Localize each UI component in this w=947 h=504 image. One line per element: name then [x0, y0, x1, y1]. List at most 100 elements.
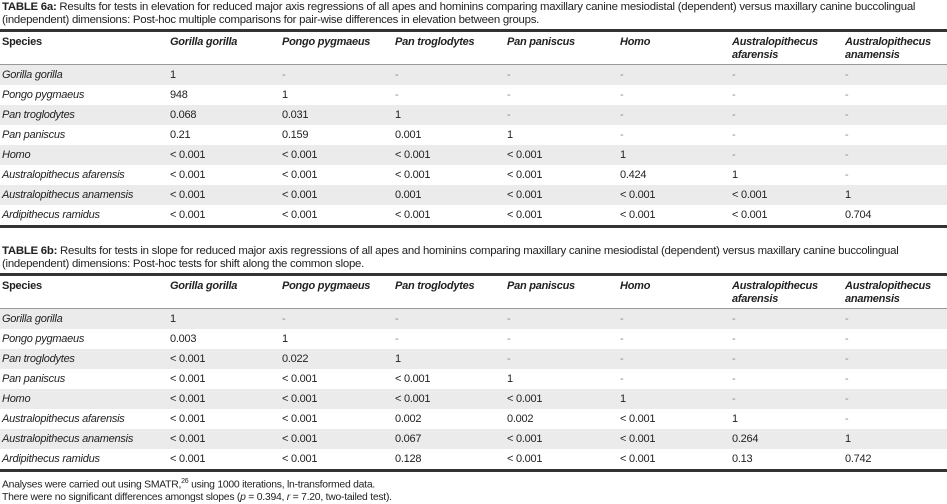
row-species: Gorilla gorilla — [0, 64, 168, 85]
cell-value: 1 — [843, 185, 947, 205]
cell-value: - — [845, 129, 849, 141]
reference-superscript: 26 — [181, 478, 189, 485]
cell-value: - — [843, 145, 947, 165]
cell-value: 0.742 — [845, 453, 872, 465]
cell-value: < 0.001 — [505, 185, 618, 205]
column-header: Gorilla gorilla — [168, 30, 280, 65]
cell-value: < 0.001 — [168, 389, 280, 409]
footnote-2: There were no significant differences am… — [2, 491, 945, 504]
cell-value: - — [620, 129, 624, 141]
row-species: Australopithecus anamensis — [0, 185, 168, 205]
cell-value: - — [730, 308, 843, 329]
cell-value: 1 — [732, 169, 738, 181]
cell-value: - — [730, 389, 843, 409]
r-symbol: r — [286, 492, 290, 504]
cell-value: < 0.001 — [280, 429, 393, 449]
table-row: Pan paniscus < 0.001 < 0.001 < 0.001 1 - - - — [0, 369, 947, 389]
cell-value: < 0.001 — [280, 185, 393, 205]
column-header: Species — [0, 274, 168, 309]
column-header: Species — [0, 30, 168, 65]
column-header: Pongo pygmaeus — [280, 30, 393, 65]
cell-value: - — [843, 389, 947, 409]
header-row: Species Gorilla gorilla Pongo pygmaeus Pan … — [0, 30, 947, 65]
column-header: Australopithecus anamensis — [843, 274, 947, 309]
cell-value: 0.424 — [620, 169, 647, 181]
row-species: Pongo pygmaeus — [2, 89, 85, 101]
cell-value: < 0.001 — [168, 185, 280, 205]
cell-value: - — [395, 333, 399, 345]
cell-value: - — [620, 89, 624, 101]
footnote-text: = 7.20, two-tailed test). — [290, 492, 392, 504]
cell-value: < 0.001 — [507, 169, 543, 181]
cell-value: 0.001 — [393, 185, 505, 205]
cell-value: < 0.001 — [282, 169, 318, 181]
cell-value: 0.001 — [395, 129, 422, 141]
cell-value: < 0.001 — [618, 429, 730, 449]
table-row: Australopithecus afarensis < 0.001 < 0.001… — [0, 165, 947, 185]
cell-value: 0.159 — [282, 129, 309, 141]
cell-value: - — [618, 105, 730, 125]
cell-value: - — [843, 105, 947, 125]
cell-value: - — [730, 349, 843, 369]
cell-value: 1 — [618, 389, 730, 409]
row-species: Australopithecus afarensis — [2, 169, 125, 181]
cell-value: 1 — [507, 129, 513, 141]
cell-value: 1 — [168, 64, 280, 85]
header-row: Species Gorilla gorilla Pongo pygmaeus Pan … — [0, 274, 947, 309]
cell-value: - — [845, 373, 849, 385]
row-species: Pan paniscus — [2, 129, 66, 141]
footnote-1: Analyses were carried out using SMATR,26… — [2, 475, 945, 491]
footnote-text: = 0.394, — [245, 492, 287, 504]
row-species: Homo — [0, 145, 168, 165]
cell-value: < 0.001 — [505, 145, 618, 165]
table-row: Gorilla gorilla 1- - - - - - — [0, 64, 947, 85]
table-6a-caption: TABLE 6a: Results for tests in elevation… — [0, 0, 947, 29]
cell-value: - — [395, 89, 399, 101]
cell-value: - — [505, 64, 618, 85]
cell-value: - — [845, 169, 849, 181]
row-species: Australopithecus afarensis — [2, 413, 125, 425]
cell-value: 0.031 — [280, 105, 393, 125]
cell-value: 0.002 — [507, 413, 534, 425]
table-row: Homo < 0.001 < 0.001 < 0.001 < 0.001 1- - — [0, 145, 947, 165]
cell-value: - — [618, 349, 730, 369]
table-row: Ardipithecus ramidus < 0.001 < 0.001 < 0.00… — [0, 205, 947, 227]
cell-value: < 0.001 — [170, 413, 206, 425]
cell-value: 1 — [393, 349, 505, 369]
cell-value: 1 — [732, 413, 738, 425]
cell-value: < 0.001 — [620, 453, 656, 465]
row-species: Pan troglodytes — [0, 349, 168, 369]
p-symbol: p — [240, 492, 246, 504]
cell-value: - — [620, 373, 624, 385]
cell-value: - — [843, 64, 947, 85]
column-header: Gorilla gorilla — [168, 274, 280, 309]
cell-value: < 0.001 — [395, 209, 431, 221]
caption-text: Results for tests in slope for reduced m… — [2, 245, 899, 270]
cell-value: 0.068 — [168, 105, 280, 125]
cell-value: < 0.001 — [168, 349, 280, 369]
cell-value: < 0.001 — [505, 429, 618, 449]
cell-value: < 0.001 — [620, 209, 656, 221]
column-header: Pan paniscus — [505, 30, 618, 65]
cell-value: - — [845, 413, 849, 425]
cell-value: 0.21 — [170, 129, 191, 141]
cell-value: < 0.001 — [170, 373, 206, 385]
cell-value: < 0.001 — [505, 389, 618, 409]
cell-value: - — [732, 89, 736, 101]
row-species: Gorilla gorilla — [0, 308, 168, 329]
column-header: Australopithecus afarensis — [730, 274, 843, 309]
cell-value: - — [730, 64, 843, 85]
cell-value: 1 — [168, 308, 280, 329]
table-row: Gorilla gorilla 1- - - - - - — [0, 308, 947, 329]
column-header: Australopithecus afarensis — [730, 30, 843, 65]
table-row: Ardipithecus ramidus < 0.001 < 0.001 0.128 <… — [0, 449, 947, 471]
table-6a: Species Gorilla gorilla Pongo pygmaeus Pan … — [0, 29, 947, 228]
cell-value: - — [618, 308, 730, 329]
table-row: Pan paniscus 0.21 0.159 0.001 1 - - - — [0, 125, 947, 145]
cell-value: < 0.001 — [618, 185, 730, 205]
column-header: Pongo pygmaeus — [280, 274, 393, 309]
cell-value: - — [732, 129, 736, 141]
cell-value: < 0.001 — [282, 373, 318, 385]
column-header: Pan troglodytes — [393, 30, 505, 65]
cell-value: 1 — [393, 105, 505, 125]
